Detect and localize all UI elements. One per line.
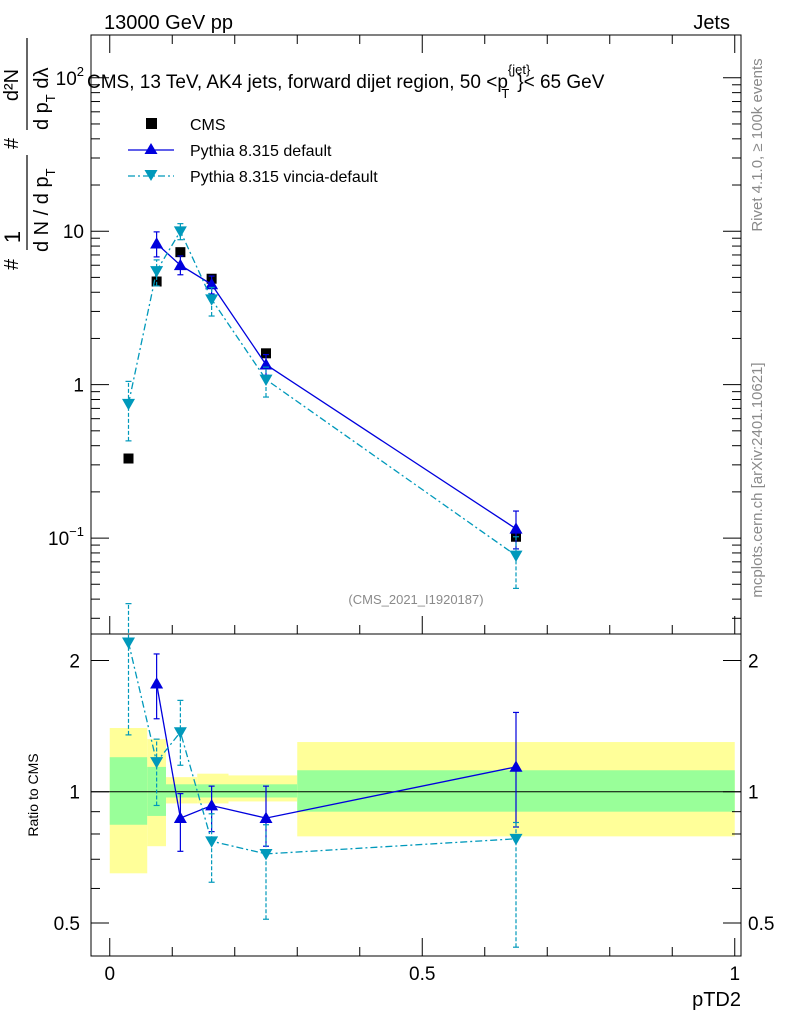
- main-ytick-base: 10: [63, 222, 84, 243]
- main-vincia-point: [173, 226, 187, 238]
- ratio-ylabel: Ratio to CMS: [25, 753, 41, 836]
- ratio-band-inner: [197, 784, 229, 798]
- ylabel-hash-2: #: [1, 137, 23, 149]
- title-sub: T: [501, 86, 509, 101]
- main-vincia-point: [259, 374, 273, 387]
- ratio-vincia-point: [259, 849, 273, 861]
- legend-label-vincia: Pythia 8.315 vincia-default: [190, 169, 378, 186]
- main-ytick-label: 10: [63, 222, 84, 243]
- ratio-vincia-point: [150, 757, 164, 769]
- mcplots-label: mcplots.cern.ch [arXiv:2401.10621]: [749, 362, 766, 597]
- legend-marker-cms: [146, 118, 157, 129]
- ratio-ytick-label-right: 0.5: [748, 914, 774, 935]
- ratio-default-point: [509, 760, 523, 772]
- main-cms-point: [261, 348, 271, 359]
- title-prefix: CMS, 13 TeV, AK4 jets, forward dijet reg…: [87, 72, 508, 93]
- analysis-watermark: (CMS_2021_I1920187): [348, 592, 483, 607]
- ratio-ytick-label-right: 2: [748, 651, 759, 672]
- ratio-frame: [90, 633, 742, 957]
- legend-label-default: Pythia 8.315 default: [190, 143, 332, 160]
- main-ytick-base: 10: [48, 529, 69, 550]
- xtick-label: 0.5: [409, 964, 435, 985]
- ylabel-deriv-den-suffix: dλ: [31, 68, 53, 95]
- ratio-band-inner: [109, 757, 148, 825]
- ratio-vincia-point: [509, 833, 523, 846]
- legend-marker-default: [144, 143, 158, 154]
- ratio-ytick-label-right: 1: [748, 783, 759, 804]
- main-ytick-exponent: −1: [69, 524, 84, 539]
- title-suffix: }< 65 GeV: [517, 72, 604, 93]
- ylabel-frac-den: d N / d pT: [31, 168, 58, 252]
- ratio-band-inner: [228, 784, 298, 798]
- ratio-ytick-label: 1: [69, 783, 80, 804]
- main-vincia-line: [127, 229, 517, 557]
- ylabel-deriv-num: d²N: [1, 69, 23, 101]
- ratio-default-point: [259, 811, 273, 823]
- ratio-band-inner: [166, 784, 198, 798]
- main-default-point: [150, 237, 164, 249]
- xtick-label: 0: [104, 964, 115, 985]
- main-ytick-exponent: 2: [77, 64, 84, 79]
- ratio-default-point: [173, 811, 187, 823]
- main-title: CMS, 13 TeV, AK4 jets, forward dijet reg…: [87, 62, 605, 101]
- ylabel-deriv-den-text: d p: [31, 102, 53, 130]
- main-vincia-point: [205, 294, 219, 306]
- ratio-vincia-point: [173, 727, 187, 739]
- main-ytick-base: 1: [73, 376, 84, 397]
- main-default-point: [509, 522, 523, 534]
- ylabel-frac-den-sub: T: [43, 168, 58, 176]
- title-sup: {jet}: [508, 62, 531, 77]
- main-default-point: [205, 277, 219, 290]
- ylabel-frac-den-text: d N / d p: [31, 176, 53, 252]
- main-cms-point: [175, 247, 186, 258]
- main-ytick-label: 102: [56, 64, 84, 90]
- main-default-point: [173, 258, 187, 271]
- main-default-point: [259, 358, 273, 370]
- main-cms-point: [123, 453, 134, 464]
- main-ytick-label: 10−1: [48, 524, 84, 550]
- legend-marker-vincia: [144, 170, 158, 181]
- ratio-default-point: [205, 798, 219, 811]
- header-right-label: Jets: [693, 12, 730, 34]
- main-ytick-label: 1: [73, 376, 84, 397]
- ratio-default-point: [150, 677, 164, 689]
- main-vincia-point: [122, 398, 135, 411]
- main-cms-point: [151, 276, 162, 287]
- xlabel: pTD2: [692, 989, 741, 1011]
- header-left-label: 13000 GeV pp: [104, 12, 233, 34]
- legend: CMS Pythia 8.315 default Pythia 8.315 vi…: [128, 117, 378, 186]
- ylabel-frac-num: 1: [0, 231, 25, 243]
- ylabel-deriv-den-sub: T: [43, 94, 58, 102]
- ratio-ytick-label: 0.5: [54, 914, 80, 935]
- ratio-panel: 0.5 0.5 1 1 2 2 0 0.5 1 Ratio to CMS pTD2: [25, 603, 774, 1011]
- main-vincia-point: [509, 550, 523, 562]
- rivet-version-label: Rivet 4.1.0, ≥ 100k events: [749, 58, 766, 231]
- main-vincia-point: [150, 266, 164, 278]
- main-frame: [90, 34, 742, 635]
- legend-label-cms: CMS: [190, 117, 226, 134]
- xtick-label: 1: [729, 964, 740, 985]
- ratio-ytick-label: 2: [69, 651, 80, 672]
- ratio-vincia-point: [122, 637, 135, 649]
- ylabel-deriv-den: d pT dλ: [31, 68, 58, 130]
- main-ylabel: # 1 d N / d pT # d²N d pT dλ: [0, 38, 58, 270]
- main-ytick-base: 10: [56, 69, 77, 90]
- ylabel-hash-1: #: [1, 258, 23, 270]
- ratio-vincia-point: [205, 836, 219, 848]
